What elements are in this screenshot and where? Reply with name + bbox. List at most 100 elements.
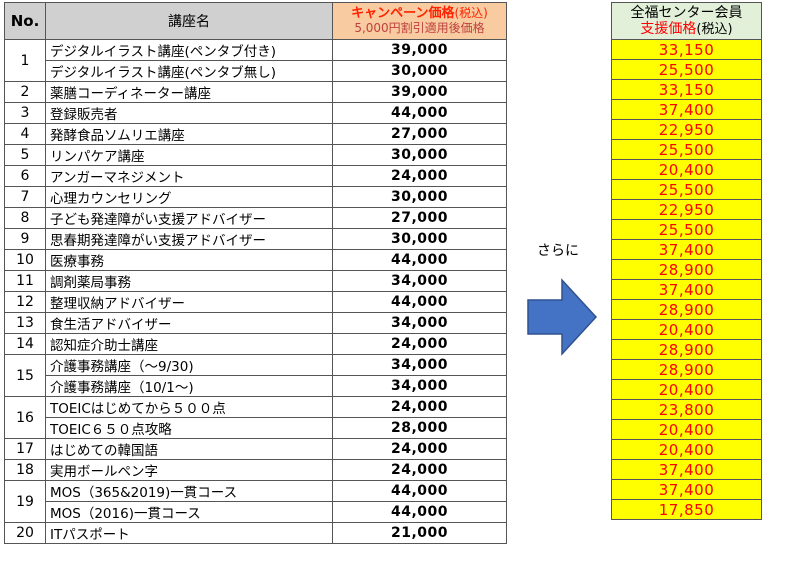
campaign-price: 24,000 <box>332 333 507 355</box>
member-support-price-table: 全福センター会員 支援価格(税込) 33,150 25,500 33,150 37,4… <box>611 2 762 520</box>
table-row: 7 心理カウンセリング 30,000 <box>4 186 507 208</box>
support-header-row: 全福センター会員 支援価格(税込) <box>611 2 762 40</box>
course-number: 5 <box>4 144 46 166</box>
support-row: 28,900 <box>611 259 762 280</box>
table-row: 18 実用ボールペン字 24,000 <box>4 459 507 481</box>
support-row: 33,150 <box>611 79 762 100</box>
course-number: 2 <box>4 81 46 103</box>
course-number: 18 <box>4 459 46 481</box>
support-price: 25,500 <box>611 219 762 240</box>
arrow-label: さらに <box>537 243 579 259</box>
course-name: 薬膳コーディネーター講座 <box>45 81 333 103</box>
support-price: 37,400 <box>611 279 762 300</box>
course-number: 15 <box>4 354 46 397</box>
support-price: 22,950 <box>611 119 762 140</box>
campaign-price: 21,000 <box>332 522 507 544</box>
course-price-table: No. 講座名 キャンペーン価格(税込) 5,000円割引適用後価格 1 デジタル… <box>4 2 507 544</box>
course-number: 3 <box>4 102 46 124</box>
table-row: 12 整理収納アドバイザー 44,000 <box>4 291 507 313</box>
course-name: アンガーマネジメント <box>45 165 333 187</box>
support-row: 28,900 <box>611 299 762 320</box>
support-price: 17,850 <box>611 499 762 520</box>
support-row: 17,850 <box>611 499 762 520</box>
campaign-price: 44,000 <box>332 102 507 124</box>
support-row: 23,800 <box>611 399 762 420</box>
support-price: 25,500 <box>611 139 762 160</box>
campaign-price: 24,000 <box>332 396 507 418</box>
campaign-price: 24,000 <box>332 459 507 481</box>
course-number: 13 <box>4 312 46 334</box>
support-price: 28,900 <box>611 339 762 360</box>
support-row: 28,900 <box>611 339 762 360</box>
course-name: 実用ボールペン字 <box>45 459 333 481</box>
course-name: TOEICはじめてから５００点 <box>45 396 333 418</box>
support-price: 25,500 <box>611 59 762 80</box>
support-row: 20,400 <box>611 379 762 400</box>
table-row: 10 医療事務 44,000 <box>4 249 507 271</box>
course-number: 1 <box>4 39 46 82</box>
course-name: 介護事務講座（10/1～) <box>45 375 333 397</box>
support-row: 25,500 <box>611 139 762 160</box>
support-price: 33,150 <box>611 39 762 60</box>
support-price: 22,950 <box>611 199 762 220</box>
support-price: 20,400 <box>611 439 762 460</box>
course-name: デジタルイラスト講座(ペンタブ付き) <box>45 39 333 61</box>
support-row: 37,400 <box>611 459 762 480</box>
support-title: 全福センター会員 <box>630 4 743 21</box>
table-row: 11 調剤薬局事務 34,000 <box>4 270 507 292</box>
support-row: 20,400 <box>611 419 762 440</box>
campaign-price: 34,000 <box>332 270 507 292</box>
support-row: 25,500 <box>611 179 762 200</box>
course-name: 子ども発達障がい支援アドバイザー <box>45 207 333 229</box>
support-subtitle: 支援価格 <box>640 20 697 37</box>
campaign-price: 44,000 <box>332 291 507 313</box>
table-row: 13 食生活アドバイザー 34,000 <box>4 312 507 334</box>
support-price: 20,400 <box>611 379 762 400</box>
table-row: 19 MOS（365&2019)一貫コース 44,000 <box>4 480 507 523</box>
course-name: 調剤薬局事務 <box>45 270 333 292</box>
table-row: 3 登録販売者 44,000 <box>4 102 507 124</box>
table-row: 20 ITパスポート 21,000 <box>4 522 507 544</box>
course-name: ITパスポート <box>45 522 333 544</box>
table-row: 6 アンガーマネジメント 24,000 <box>4 165 507 187</box>
campaign-price: 39,000 <box>332 81 507 103</box>
support-price: 20,400 <box>611 159 762 180</box>
course-name: MOS（2016)一貫コース <box>45 501 333 523</box>
campaign-tax-note: (税込) <box>454 6 488 20</box>
support-row: 20,400 <box>611 319 762 340</box>
campaign-price: 30,000 <box>332 228 507 250</box>
header-support-price: 全福センター会員 支援価格(税込) <box>611 2 762 40</box>
table-row: 介護事務講座（10/1～) 34,000 <box>5 375 507 397</box>
campaign-price: 27,000 <box>332 207 507 229</box>
campaign-price: 34,000 <box>332 375 507 397</box>
support-row: 28,900 <box>611 359 762 380</box>
campaign-subtitle: 5,000円割引適用後価格 <box>354 21 485 35</box>
support-row: 37,400 <box>611 99 762 120</box>
table-row: 8 子ども発達障がい支援アドバイザー 27,000 <box>4 207 507 229</box>
course-number: 7 <box>4 186 46 208</box>
course-name: 医療事務 <box>45 249 333 271</box>
table-row: TOEIC６５０点攻略 28,000 <box>5 417 507 439</box>
table-row: デジタルイラスト講座(ペンタブ無し) 30,000 <box>5 60 507 82</box>
support-row: 25,500 <box>611 59 762 80</box>
campaign-price: 28,000 <box>332 417 507 439</box>
course-number: 20 <box>4 522 46 544</box>
table-row: 5 リンパケア講座 30,000 <box>4 144 507 166</box>
table-row: 14 認知症介助士講座 24,000 <box>4 333 507 355</box>
support-rows: 33,150 25,500 33,150 37,400 22,950 25,500 20,4… <box>611 39 762 520</box>
table-row: 4 発酵食品ソムリエ講座 27,000 <box>4 123 507 145</box>
campaign-price: 30,000 <box>332 186 507 208</box>
campaign-price: 24,000 <box>332 165 507 187</box>
course-number: 12 <box>4 291 46 313</box>
campaign-price: 39,000 <box>332 39 507 61</box>
course-name: 整理収納アドバイザー <box>45 291 333 313</box>
table-row: 17 はじめての韓国語 24,000 <box>4 438 507 460</box>
course-number: 14 <box>4 333 46 355</box>
course-number: 16 <box>4 396 46 439</box>
support-price: 28,900 <box>611 299 762 320</box>
course-rows: 1 デジタルイラスト講座(ペンタブ付き) 39,000 デジタルイラスト講座(ペンタブ… <box>4 39 507 544</box>
course-number: 8 <box>4 207 46 229</box>
support-row: 37,400 <box>611 479 762 500</box>
support-row: 22,950 <box>611 119 762 140</box>
table-row: 9 思春期発達障がい支援アドバイザー 30,000 <box>4 228 507 250</box>
